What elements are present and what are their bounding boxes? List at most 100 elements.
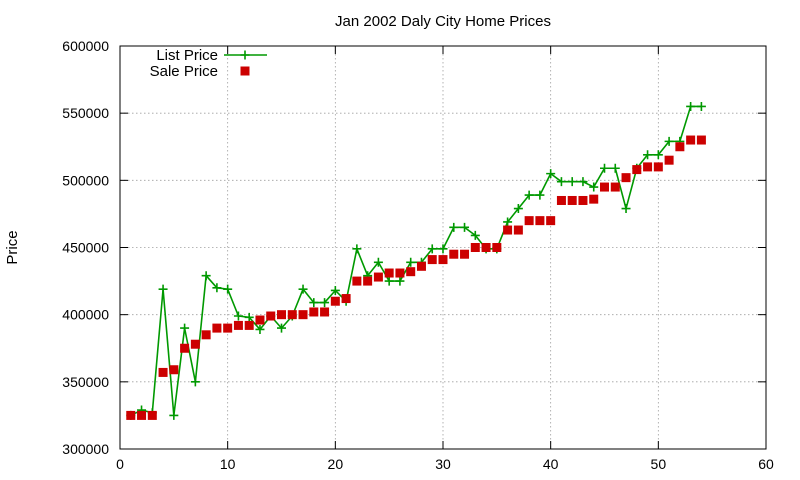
list-price-point xyxy=(546,169,556,179)
sale-price-point xyxy=(395,268,405,278)
sale-price-point xyxy=(233,320,243,330)
list-price-point xyxy=(212,283,222,293)
sale-price-point xyxy=(384,268,394,278)
x-tick-label: 10 xyxy=(220,456,236,472)
x-tick-label: 50 xyxy=(651,456,667,472)
list-price-point xyxy=(201,271,211,281)
sale-price-point xyxy=(524,216,534,226)
list-price-point xyxy=(578,177,588,187)
sale-price-point xyxy=(169,365,179,375)
sale-price-point xyxy=(664,155,674,165)
x-tick-label: 0 xyxy=(116,456,124,472)
sale-price-point xyxy=(373,272,383,282)
series-layer xyxy=(126,101,706,420)
legend-label: List Price xyxy=(156,47,218,64)
list-price-point xyxy=(567,177,577,187)
list-price-point xyxy=(309,298,319,308)
sale-price-point xyxy=(686,135,696,145)
sale-price-point xyxy=(147,410,157,420)
list-price-point xyxy=(190,377,200,387)
sale-price-point xyxy=(212,323,222,333)
legend-marker-square xyxy=(240,66,250,76)
sale-price-point xyxy=(567,195,577,205)
sale-price-point xyxy=(298,310,308,320)
list-price-point xyxy=(600,163,609,173)
tick-labels: 0 10 20 30 40 50 60 300000 350000 400000 450000 500… xyxy=(62,38,774,472)
sale-price-point xyxy=(126,410,136,420)
sale-price-point xyxy=(546,216,556,226)
sale-price-point xyxy=(277,310,286,320)
list-price-point xyxy=(277,323,286,333)
sale-price-point xyxy=(320,307,330,317)
sale-price-point xyxy=(416,261,426,271)
sale-price-point xyxy=(449,249,459,259)
sale-price-point xyxy=(363,276,373,286)
ticks xyxy=(119,45,767,450)
list-price-point xyxy=(438,244,448,254)
y-axis-label: Price xyxy=(4,230,21,264)
sale-price-point xyxy=(610,182,620,192)
sale-price-point xyxy=(190,339,200,349)
sale-price-point xyxy=(600,182,609,192)
sale-price-point xyxy=(470,243,480,252)
list-price-point xyxy=(524,190,534,200)
sale-price-point xyxy=(427,255,437,265)
list-price-point xyxy=(330,285,340,295)
x-tick-label: 60 xyxy=(758,456,774,472)
sale-price-point xyxy=(535,216,545,226)
sale-price-point xyxy=(201,330,211,340)
sale-price-point xyxy=(223,323,233,333)
sale-price-point xyxy=(492,243,502,252)
list-price-point xyxy=(621,204,631,214)
list-price-point xyxy=(535,190,545,200)
sale-price-point xyxy=(158,367,168,377)
sale-price-point xyxy=(503,225,513,235)
list-price-point xyxy=(169,410,179,420)
list-price-point xyxy=(610,163,620,173)
list-price-point xyxy=(352,244,362,254)
list-price-point xyxy=(503,217,513,227)
list-price-point xyxy=(696,101,706,111)
sale-price-point xyxy=(653,162,663,172)
list-price-point xyxy=(233,311,243,321)
list-price-point xyxy=(449,222,459,232)
list-price-point xyxy=(406,257,416,267)
list-price-point xyxy=(158,284,168,294)
list-price-point xyxy=(255,324,265,334)
y-tick-label: 450000 xyxy=(62,240,109,256)
x-tick-label: 30 xyxy=(435,456,451,472)
sale-price-point xyxy=(513,225,523,235)
sale-price-point xyxy=(460,249,470,259)
list-price-point xyxy=(460,222,470,232)
sale-price-point xyxy=(481,243,491,252)
sale-price-point xyxy=(643,162,653,172)
x-tick-label: 20 xyxy=(328,456,344,472)
sale-price-point xyxy=(589,194,599,204)
sale-price-point xyxy=(180,343,190,353)
sale-price-point xyxy=(632,165,642,175)
sale-price-point xyxy=(352,276,362,286)
sale-price-point xyxy=(406,267,416,277)
sale-price-point xyxy=(341,294,351,304)
list-price-point xyxy=(556,177,566,187)
y-tick-label: 350000 xyxy=(62,374,109,390)
sale-price-point xyxy=(255,315,265,325)
list-price-point xyxy=(373,257,383,267)
list-price-point xyxy=(395,276,405,286)
sale-price-point xyxy=(137,410,147,420)
sale-price-point xyxy=(438,255,448,265)
list-price-point xyxy=(513,204,523,214)
y-tick-label: 600000 xyxy=(62,38,109,54)
y-tick-label: 500000 xyxy=(62,172,109,188)
list-price-point xyxy=(180,323,190,333)
legend-label: Sale Price xyxy=(150,63,218,80)
y-tick-label: 400000 xyxy=(62,307,109,323)
sale-price-point xyxy=(287,310,297,320)
sale-price-point xyxy=(696,135,706,145)
series-sale-price xyxy=(126,135,706,420)
list-price-point xyxy=(298,284,308,294)
legend-marker-plus xyxy=(240,50,250,60)
